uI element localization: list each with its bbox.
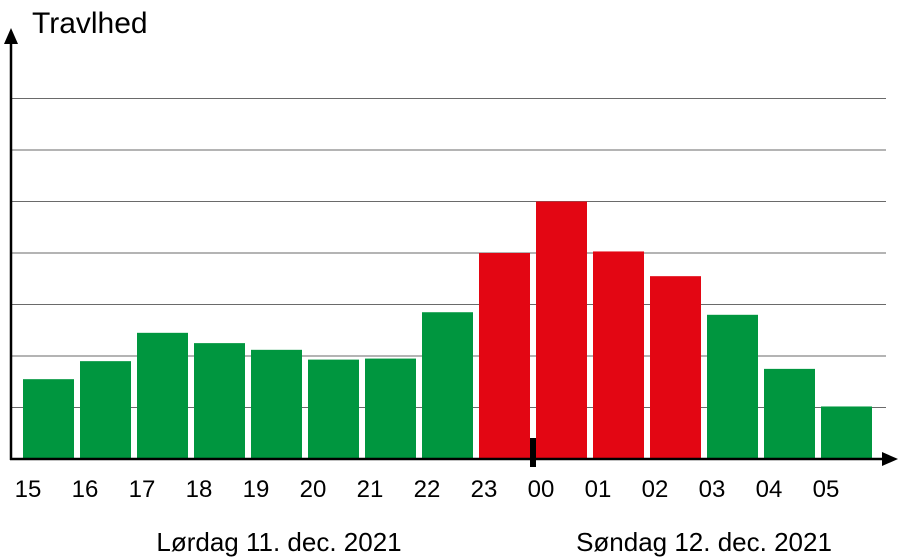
bar-23: [479, 253, 530, 459]
x-tick-label-00: 00: [528, 476, 555, 503]
x-tick-label-17: 17: [129, 476, 156, 503]
bars: [23, 201, 872, 459]
bar-03: [707, 314, 758, 459]
x-tick-label-21: 21: [357, 476, 384, 503]
x-tick-label-02: 02: [642, 476, 669, 503]
x-tick-label-16: 16: [72, 476, 99, 503]
y-axis-label: Travlhed: [32, 7, 148, 40]
bar-01: [593, 251, 644, 459]
labels: Travlhed 15 16 17 18 19 20 21 22 23 00 01 02 03 04 05 L…: [15, 7, 840, 557]
x-tick-label-01: 01: [585, 476, 612, 503]
x-tick-label-18: 18: [186, 476, 213, 503]
bar-00: [536, 201, 587, 459]
day-label-2: Søndag 12. dec. 2021: [576, 527, 832, 557]
bar-20: [308, 359, 359, 459]
axes: [4, 28, 898, 467]
x-tick-label-20: 20: [300, 476, 327, 503]
x-tick-label-05: 05: [813, 476, 840, 503]
x-tick-label-03: 03: [699, 476, 726, 503]
x-tick-label-19: 19: [243, 476, 270, 503]
bar-21: [365, 358, 416, 459]
bar-05: [821, 406, 872, 459]
bar-18: [194, 343, 245, 459]
x-tick-label-22: 22: [414, 476, 441, 503]
bar-16: [80, 361, 131, 459]
bar-22: [422, 312, 473, 459]
bar-15: [23, 379, 74, 459]
bar-19: [251, 349, 302, 459]
day-label-1: Lørdag 11. dec. 2021: [156, 527, 401, 557]
y-axis-arrow: [4, 28, 18, 44]
x-axis-arrow: [882, 452, 898, 466]
bar-02: [650, 276, 701, 459]
x-tick-label-04: 04: [756, 476, 783, 503]
x-tick-label-15: 15: [15, 476, 42, 503]
bar-17: [137, 332, 188, 459]
day-separator-marker: [530, 438, 536, 467]
x-tick-label-23: 23: [471, 476, 498, 503]
bar-04: [764, 368, 815, 459]
